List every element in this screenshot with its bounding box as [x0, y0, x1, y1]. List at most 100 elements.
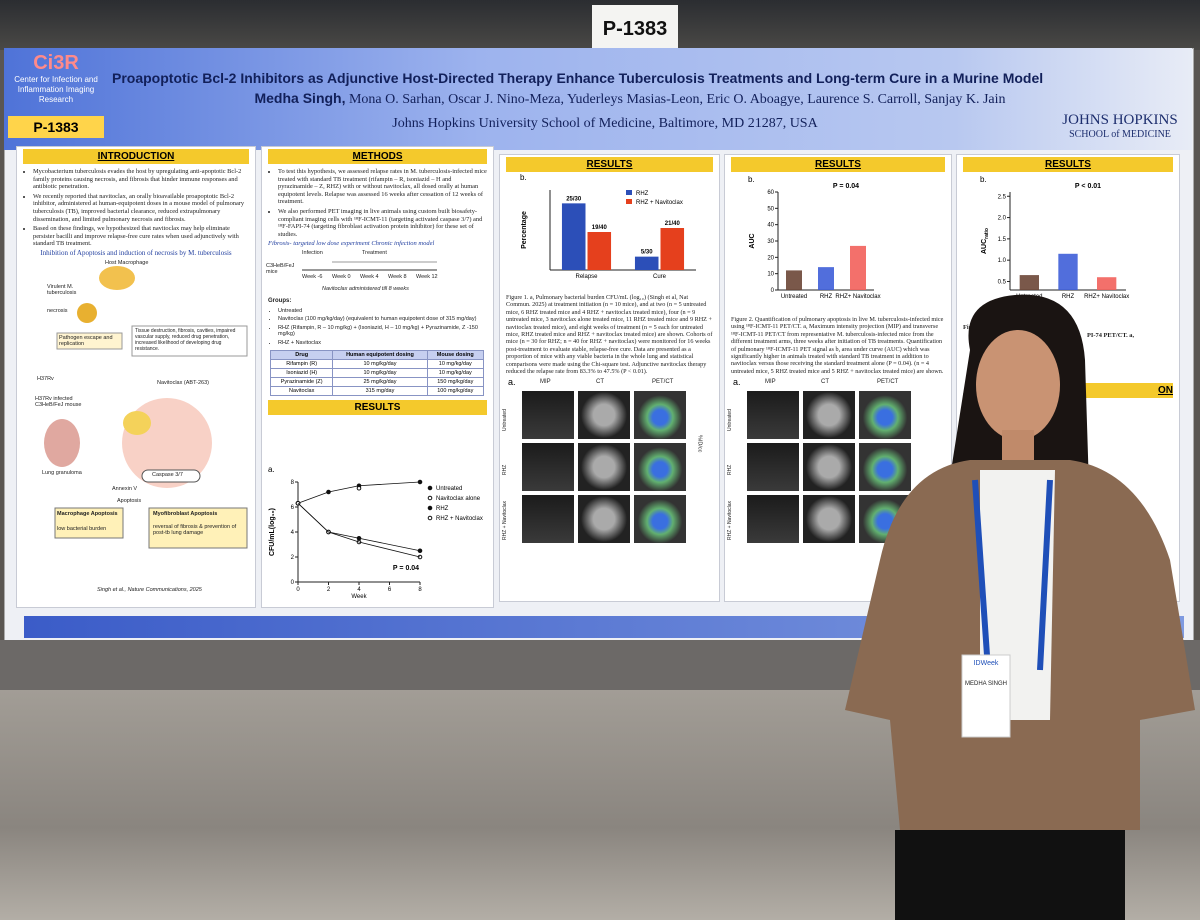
scan-image: [634, 443, 686, 492]
bullet: Mycobacterium tuberculosis evades the ho…: [33, 168, 249, 191]
column-label: PET/CT: [652, 379, 674, 386]
dosing-table: Drug Human equipotent dosing Mouse dosing R…: [269, 350, 485, 397]
column-label: PET/CT: [877, 379, 899, 386]
figure-title: Inhibition of Apoptosis and induction of…: [40, 248, 232, 257]
scan-image: [859, 443, 911, 492]
scan-image: [747, 391, 799, 440]
diagram-label: Macrophage Apoptosis: [57, 510, 118, 517]
lanyard: [972, 479, 1053, 671]
scan-image: [578, 391, 630, 440]
legend-label: RHZ: [636, 191, 649, 197]
bullet: We recently reported that navitoclax, an…: [33, 193, 249, 223]
series-line: [297, 481, 421, 504]
bullet: To test this hypothesis, we assessed rel…: [278, 168, 487, 206]
x-tick-label: 8: [418, 587, 422, 593]
panel-label: b.: [520, 173, 527, 182]
group-list: Untreated Navitoclax (100 mg/kg/day) (eq…: [268, 308, 487, 347]
x-tick-label: RHZ: [820, 294, 833, 300]
group: Untreated: [278, 308, 487, 315]
group: Navitoclax (100 mg/kg/day) (equivalent t…: [278, 316, 487, 323]
y-tick-label: 0.5: [998, 279, 1007, 285]
badge-event: IDWeek: [974, 660, 999, 667]
legend-marker: [427, 505, 433, 511]
scan-image: [522, 495, 574, 544]
timeline-label: Week -6: [302, 273, 323, 280]
scan-image: [634, 495, 686, 544]
legend-label: RHZ: [436, 506, 449, 512]
timeline-label: Week 12: [416, 273, 438, 280]
y-tick-label: 4: [291, 530, 295, 536]
bar: [786, 270, 802, 290]
y-tick-label: 1.5: [998, 237, 1007, 243]
x-axis-label: Week: [351, 594, 367, 600]
series-line: [297, 502, 421, 558]
figure-caption: Figure 2. Quantification of pulmonary ap…: [731, 316, 944, 375]
scan-image: [747, 443, 799, 492]
methods-panel: METHODS To test this hypothesis, we asse…: [261, 146, 494, 608]
y-tick-label: 2.0: [998, 216, 1007, 222]
diagram-label: Host Macrophage: [105, 259, 149, 266]
diagram-label: Caspase 3/7: [152, 471, 183, 478]
booth-sign: P-1383: [592, 5, 678, 53]
poster-title: Proapoptotic Bcl-2 Inhibitors as Adjunct…: [112, 70, 1044, 86]
y-tick-label: 2: [291, 555, 295, 561]
lung-icon: [44, 418, 80, 467]
scan-image: [578, 443, 630, 492]
box: [54, 507, 124, 539]
y-tick-label: 30: [767, 239, 774, 245]
x-tick-label: Untreated: [781, 294, 807, 300]
x-tick-label: RHZ+ Navitoclax: [1084, 294, 1129, 300]
scan-grid: a. MIP CT PET/CT Untreated RHZ RHZ + Navitocla…: [725, 375, 951, 545]
y-tick-label: 40: [767, 223, 774, 229]
citation: Singh et al., Nature Communications, 202…: [97, 587, 202, 593]
value-label: 25/30: [566, 196, 582, 202]
x-tick-label: 0: [296, 587, 300, 593]
y-axis-label: AUC: [749, 233, 756, 248]
timeline: Infection Treatment C3HeB/FeJ mice Week …: [262, 248, 493, 298]
y-tick-label: 6: [291, 505, 295, 511]
diagram-label: Lung granuloma: [42, 469, 82, 476]
diagram-label: H37Rv: [37, 375, 54, 382]
legend-marker: [427, 485, 433, 491]
legend-marker: [427, 515, 433, 521]
bar: [1097, 277, 1117, 290]
box: [56, 332, 123, 350]
data-point: [356, 485, 362, 491]
diagram-label: H37Rv infected C3HeB/FeJ mouse: [35, 395, 82, 409]
scale-label: %ID/cc: [696, 435, 703, 453]
y-tick-label: 20: [767, 255, 774, 261]
y-tick-label: 50: [767, 206, 774, 212]
bar: [850, 245, 866, 290]
timeline-art: [302, 261, 437, 271]
macrophage-icon: [99, 265, 135, 290]
groups-heading: Groups:: [268, 297, 292, 304]
timeline-label: Week 8: [388, 273, 407, 280]
scan-grid: a. MIP CT PET/CT Untreated RHZ RHZ + Navitocla…: [500, 375, 719, 545]
bar: [587, 232, 612, 270]
x-tick-label: 2: [327, 587, 331, 593]
trousers: [895, 830, 1125, 920]
caspase-box: [141, 469, 201, 483]
diagram-label: Pathogen escape and replication: [59, 334, 113, 348]
diagram: Host Macrophage Virulent M. tuberculosis…: [17, 258, 255, 558]
bar: [1019, 275, 1039, 290]
section-heading: ON: [1067, 382, 1173, 398]
diagram-label: low bacterial burden: [57, 525, 107, 532]
y-tick-label: 10: [767, 272, 774, 278]
column-label: MIP: [540, 379, 551, 386]
institution: JOHNS HOPKINS SCHOOL of MEDICINE: [1050, 112, 1190, 140]
panel-label: b.: [748, 175, 755, 184]
section-heading: RESULTS: [963, 157, 1173, 172]
results-panel: RESULTS Figure 1. a, Pulmonary bacterial…: [499, 154, 720, 602]
experiment-title: Fibrosis- targeted low dose experiment C…: [268, 240, 435, 248]
bullet-list: To test this hypothesis, we assessed rel…: [268, 168, 487, 238]
panel-label: b.: [980, 175, 987, 184]
bcl2-icon: [123, 410, 151, 435]
diagram-label: necrosis: [47, 307, 68, 314]
timeline-label: Week 4: [360, 273, 379, 280]
y-tick-label: 2.5: [998, 194, 1007, 200]
legend-swatch: [626, 190, 632, 195]
necrosis-icon: [77, 302, 97, 323]
